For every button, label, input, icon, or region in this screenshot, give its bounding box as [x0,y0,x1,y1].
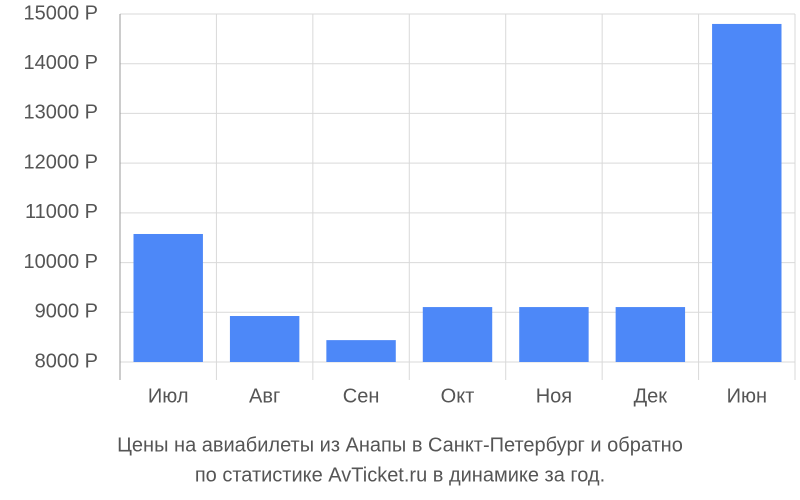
y-tick-label: 9000 Р [35,301,98,323]
x-tick-label: Окт [441,385,475,407]
x-tick-label: Июн [727,385,767,407]
x-tick-label: Сен [343,385,380,407]
x-tick-label: Ноя [536,385,572,407]
y-tick-label: 11000 Р [25,201,98,223]
y-tick-label: 14000 Р [23,52,98,74]
y-tick-label: 10000 Р [23,251,98,273]
chart-title: Цены на авиабилеты из Анапы в Санкт-Пете… [117,434,683,456]
x-tick-label: Июл [148,385,189,407]
y-tick-label: 13000 Р [23,102,98,124]
bar [229,316,300,362]
y-tick-label: 12000 Р [23,151,98,173]
y-tick-label: 8000 Р [35,350,98,372]
bar [326,340,396,362]
bar [615,307,686,362]
x-tick-label: Дек [634,385,668,407]
y-tick-label: 15000 Р [23,2,98,24]
bar [712,23,782,362]
x-tick-label: Авг [249,385,280,407]
bar [422,307,493,362]
chart-subtitle: по статистике AvTicket.ru в динамике за … [195,464,605,486]
bar [133,233,203,362]
bar [519,307,589,362]
